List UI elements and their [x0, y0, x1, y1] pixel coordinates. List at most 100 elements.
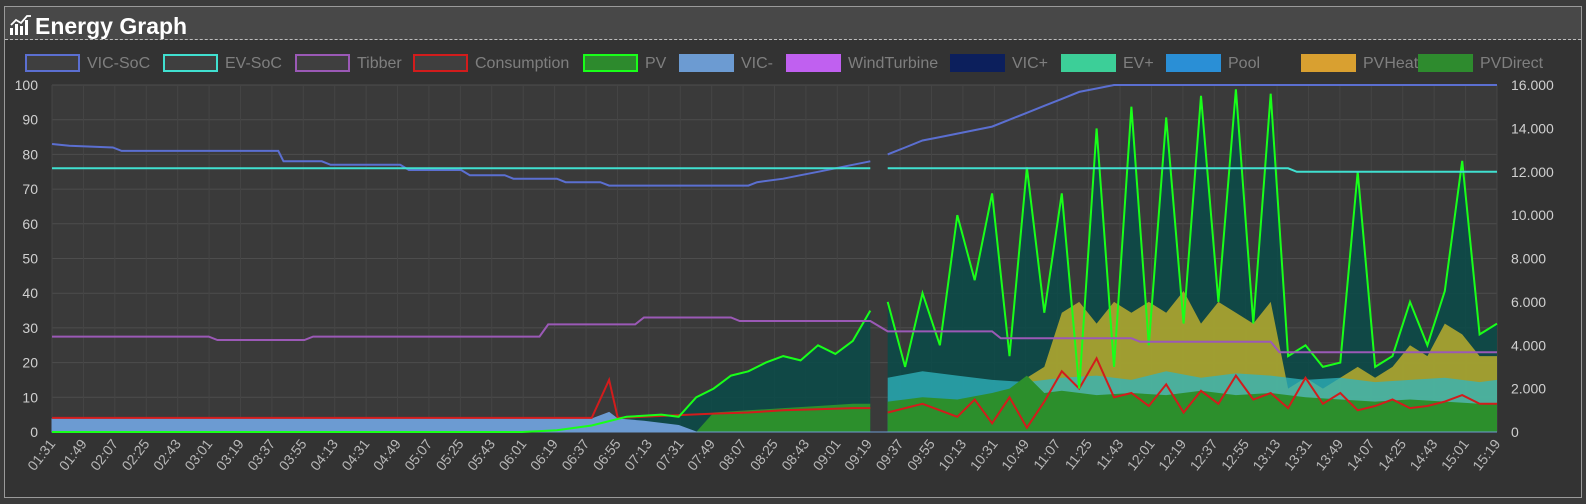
line-tibber — [52, 316, 1497, 354]
legend-label: WindTurbine — [848, 55, 938, 72]
line-pv — [886, 89, 1498, 389]
x-tick-label: 14:43 — [1406, 436, 1440, 474]
legend-item-tibber: Tibber — [295, 54, 402, 72]
x-tick-label: 02:25 — [118, 436, 152, 474]
x-tick-label: 08:25 — [747, 436, 781, 474]
left-tick-label: 100 — [15, 77, 39, 93]
legend-label: EV+ — [1123, 55, 1154, 72]
legend-item-windturbine: WindTurbine — [786, 54, 938, 72]
x-tick-label: 01:49 — [56, 436, 90, 474]
left-tick-label: 50 — [22, 251, 38, 267]
legend-swatch — [583, 54, 638, 72]
x-tick-label: 05:07 — [401, 436, 435, 474]
legend-label: Pool — [1228, 55, 1260, 72]
legend-label: VIC- — [741, 55, 773, 72]
legend-item-consumption: Consumption — [413, 54, 569, 72]
left-tick-label: 30 — [22, 320, 38, 336]
legend-item-vic+: VIC+ — [950, 54, 1048, 72]
legend-item-pool: Pool — [1166, 54, 1260, 72]
line-pv — [52, 310, 872, 433]
legend-item-pv: PV — [583, 54, 667, 72]
x-tick-label: 03:37 — [244, 436, 278, 474]
x-tick-label: 02:07 — [87, 436, 121, 474]
x-tick-label: 09:37 — [872, 436, 906, 474]
x-tick-label: 03:19 — [213, 436, 247, 474]
panel-title: Energy Graph — [35, 13, 188, 39]
line-ev-soc — [887, 167, 1497, 173]
right-axis: 0 2.000 4.000 6.000 8.000 10.000 12.000 14.000 1… — [1511, 77, 1554, 440]
right-tick-label: 14.000 — [1511, 120, 1554, 136]
x-tick-label: 09:55 — [904, 436, 938, 474]
area-pvdirect — [887, 375, 1497, 432]
x-tick-label: 10:49 — [998, 436, 1032, 474]
right-tick-label: 4.000 — [1511, 337, 1546, 353]
legend-swatch — [950, 54, 1005, 72]
legend-item-ev+: EV+ — [1061, 54, 1154, 72]
x-tick-label: 01:31 — [24, 436, 58, 474]
legend-item-vic-soc: VIC-SoC — [25, 54, 150, 72]
line-consumption — [887, 356, 1497, 430]
x-tick-label: 10:13 — [935, 436, 969, 474]
right-tick-label: 12.000 — [1511, 164, 1554, 180]
left-tick-label: 60 — [22, 216, 38, 232]
left-tick-label: 90 — [22, 112, 38, 128]
legend-item-pvheater: PVHeater — [1301, 54, 1433, 72]
x-tick-label: 11:07 — [1030, 436, 1064, 473]
x-tick-label: 12:55 — [1218, 436, 1252, 474]
area-pvdirect — [696, 403, 871, 432]
right-tick-label: 2.000 — [1511, 381, 1546, 397]
left-tick-label: 10 — [22, 389, 38, 405]
legend-label: VIC+ — [1012, 55, 1048, 72]
left-axis: 0 10 20 30 40 50 60 70 80 90 100 — [15, 77, 39, 440]
right-tick-label: 0 — [1511, 424, 1519, 440]
x-tick-label: 05:43 — [464, 436, 498, 474]
x-tick-label: 03:01 — [181, 436, 215, 474]
x-tick-label: 06:37 — [558, 436, 592, 474]
x-tick-label: 14:25 — [1375, 436, 1409, 474]
left-tick-label: 70 — [22, 181, 38, 197]
left-tick-label: 0 — [30, 424, 38, 440]
x-tick-label: 15:01 — [1438, 436, 1472, 474]
legend-item-ev-soc: EV-SoC — [163, 54, 282, 72]
legend-label: PVDirect — [1480, 55, 1544, 72]
area-pv — [887, 89, 1497, 433]
x-tick-label: 11:25 — [1061, 436, 1095, 473]
legend-label: PVHeater — [1363, 55, 1433, 72]
left-tick-label: 80 — [22, 146, 38, 162]
legend-label: VIC-SoC — [87, 55, 150, 72]
legend-swatch — [295, 54, 350, 72]
right-tick-label: 8.000 — [1511, 251, 1546, 267]
legend-label: PV — [645, 55, 667, 72]
x-tick-label: 13:49 — [1312, 436, 1346, 474]
left-tick-label: 20 — [22, 355, 38, 371]
legend: VIC-SoC EV-SoC Tibber Consumption PV VIC- Wind… — [25, 54, 1544, 72]
right-tick-label: 6.000 — [1511, 294, 1546, 310]
line-vic-soc — [887, 84, 1497, 156]
x-tick-label: 03:55 — [275, 436, 309, 474]
x-tick-label: 02:43 — [150, 436, 184, 474]
legend-swatch — [25, 54, 80, 72]
chart-icon — [10, 15, 31, 35]
legend-label: EV-SoC — [225, 55, 282, 72]
x-tick-label: 09:01 — [810, 436, 844, 474]
x-tick-label: 04:13 — [307, 436, 341, 474]
x-tick-label: 04:31 — [338, 436, 372, 474]
legend-swatch — [413, 54, 468, 72]
legend-label: Tibber — [357, 55, 402, 72]
legend-item-pvdirect: PVDirect — [1418, 54, 1544, 72]
x-tick-label: 10:31 — [967, 436, 1001, 474]
area-vic- — [51, 411, 1497, 433]
x-tick-label: 13:31 — [1281, 436, 1315, 474]
x-tick-label: 12:37 — [1186, 436, 1220, 474]
x-tick-label: 13:13 — [1249, 436, 1283, 474]
x-tick-label: 15:19 — [1469, 436, 1503, 474]
x-tick-label: 05:25 — [433, 436, 467, 474]
line-consumption — [52, 376, 871, 419]
x-tick-label: 12:01 — [1124, 436, 1158, 474]
legend-swatch — [679, 54, 734, 72]
legend-swatch — [1418, 54, 1473, 72]
x-tick-label: 08:43 — [778, 436, 812, 474]
x-tick-label: 11:43 — [1093, 436, 1127, 473]
left-tick-label: 40 — [22, 285, 38, 301]
